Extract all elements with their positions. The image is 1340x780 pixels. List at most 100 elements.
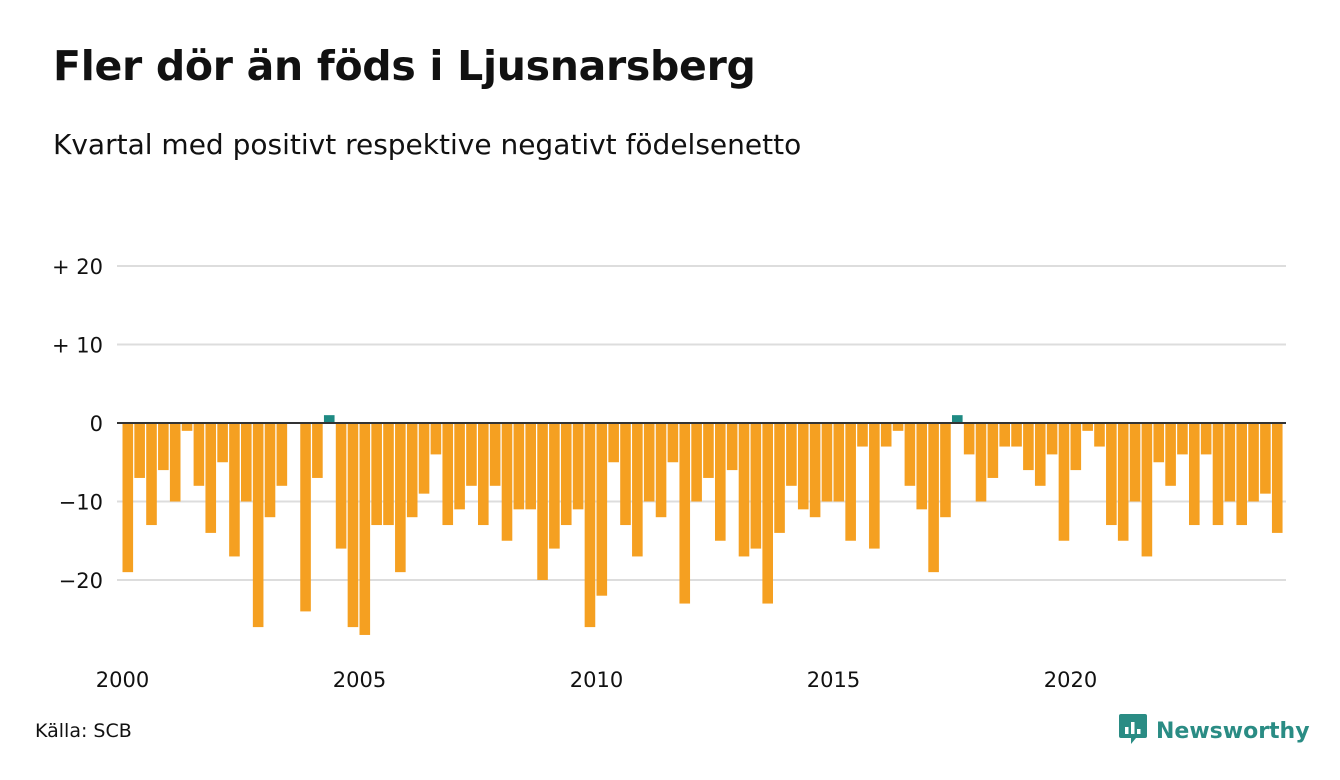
bar (1189, 423, 1200, 526)
bar (620, 423, 631, 526)
bar (726, 423, 738, 471)
bar (1165, 423, 1176, 486)
bar (122, 423, 134, 573)
bar (999, 423, 1010, 447)
bar (181, 423, 193, 431)
bar (359, 423, 371, 635)
bar (1129, 423, 1141, 502)
bar (1034, 423, 1046, 486)
bar (276, 423, 288, 486)
bar (252, 423, 264, 628)
bar (430, 423, 442, 455)
bar (241, 423, 252, 502)
bar (774, 423, 785, 533)
bar (158, 423, 169, 471)
bar (395, 423, 406, 573)
y-axis-ticks: + 20 + 10 0 −10 −20 (52, 255, 103, 593)
bar (513, 423, 525, 510)
x-tick-label: 2005 (333, 668, 386, 692)
bar (584, 423, 596, 628)
bar (1141, 423, 1153, 557)
bar (738, 423, 750, 557)
bar (1082, 423, 1093, 431)
y-tick-label: 0 (90, 412, 103, 436)
bar (146, 423, 157, 526)
bar (1106, 423, 1117, 526)
bar (904, 423, 916, 486)
bar (892, 423, 904, 431)
bar (679, 423, 691, 604)
bar (1011, 423, 1022, 447)
bar (371, 423, 382, 526)
bar (537, 423, 548, 580)
bar (869, 423, 880, 549)
bar (205, 423, 217, 533)
bar (466, 423, 477, 486)
bar (786, 423, 797, 486)
bar (987, 423, 999, 478)
bar (1271, 423, 1283, 533)
bar (632, 423, 643, 557)
bar (134, 423, 145, 478)
brand-logo: Newsworthy (1118, 712, 1310, 750)
bar (809, 423, 821, 518)
bar (549, 423, 560, 549)
x-axis-ticks: 2000 2005 2010 2015 2020 (96, 668, 1097, 692)
bar (655, 423, 667, 518)
bar (525, 423, 536, 510)
bar (940, 423, 951, 518)
bar-chart: + 20 + 10 0 −10 −20 2000 2005 2010 2015 2020 (52, 255, 1286, 692)
bar (501, 423, 513, 541)
bar (750, 423, 762, 549)
bar (1260, 423, 1271, 494)
bar (667, 423, 679, 463)
bar (560, 423, 572, 526)
brand-name: Newsworthy (1156, 718, 1310, 744)
bar (312, 423, 323, 478)
bar (928, 423, 939, 573)
x-tick-label: 2000 (96, 668, 149, 692)
bar (1236, 423, 1247, 526)
bar (703, 423, 714, 478)
bar (643, 423, 655, 502)
bar (442, 423, 454, 526)
bar (217, 423, 228, 463)
bar (264, 423, 276, 518)
bar (857, 423, 868, 447)
bar (963, 423, 975, 455)
bar (1023, 423, 1034, 471)
bar (1177, 423, 1188, 455)
bar (489, 423, 501, 486)
bars (122, 415, 1283, 635)
bar (1117, 423, 1129, 541)
bar (1153, 423, 1165, 463)
bar (596, 423, 608, 596)
chart-title: Fler dör än föds i Ljusnarsberg (53, 42, 756, 90)
bar (880, 423, 892, 447)
bar (833, 423, 845, 502)
source-note: Källa: SCB (35, 720, 132, 742)
bar (916, 423, 928, 510)
bar (347, 423, 359, 628)
bar (845, 423, 856, 541)
bar (406, 423, 418, 518)
y-tick-label: −10 (59, 491, 103, 515)
x-tick-label: 2010 (570, 668, 623, 692)
bar (1212, 423, 1224, 526)
bar (323, 415, 335, 423)
bar (762, 423, 773, 604)
y-tick-label: + 10 (52, 334, 103, 358)
bar (1200, 423, 1212, 455)
bar (715, 423, 726, 541)
chart-subtitle: Kvartal med positivt respektive negativt… (53, 128, 802, 161)
bar (383, 423, 394, 526)
bar (821, 423, 833, 502)
newsworthy-logo-icon (1118, 712, 1148, 750)
bar (797, 423, 809, 510)
y-tick-label: −20 (59, 569, 103, 593)
bar (300, 423, 311, 612)
bar (608, 423, 619, 463)
bar (975, 423, 987, 502)
bar (572, 423, 584, 510)
bar (454, 423, 465, 510)
